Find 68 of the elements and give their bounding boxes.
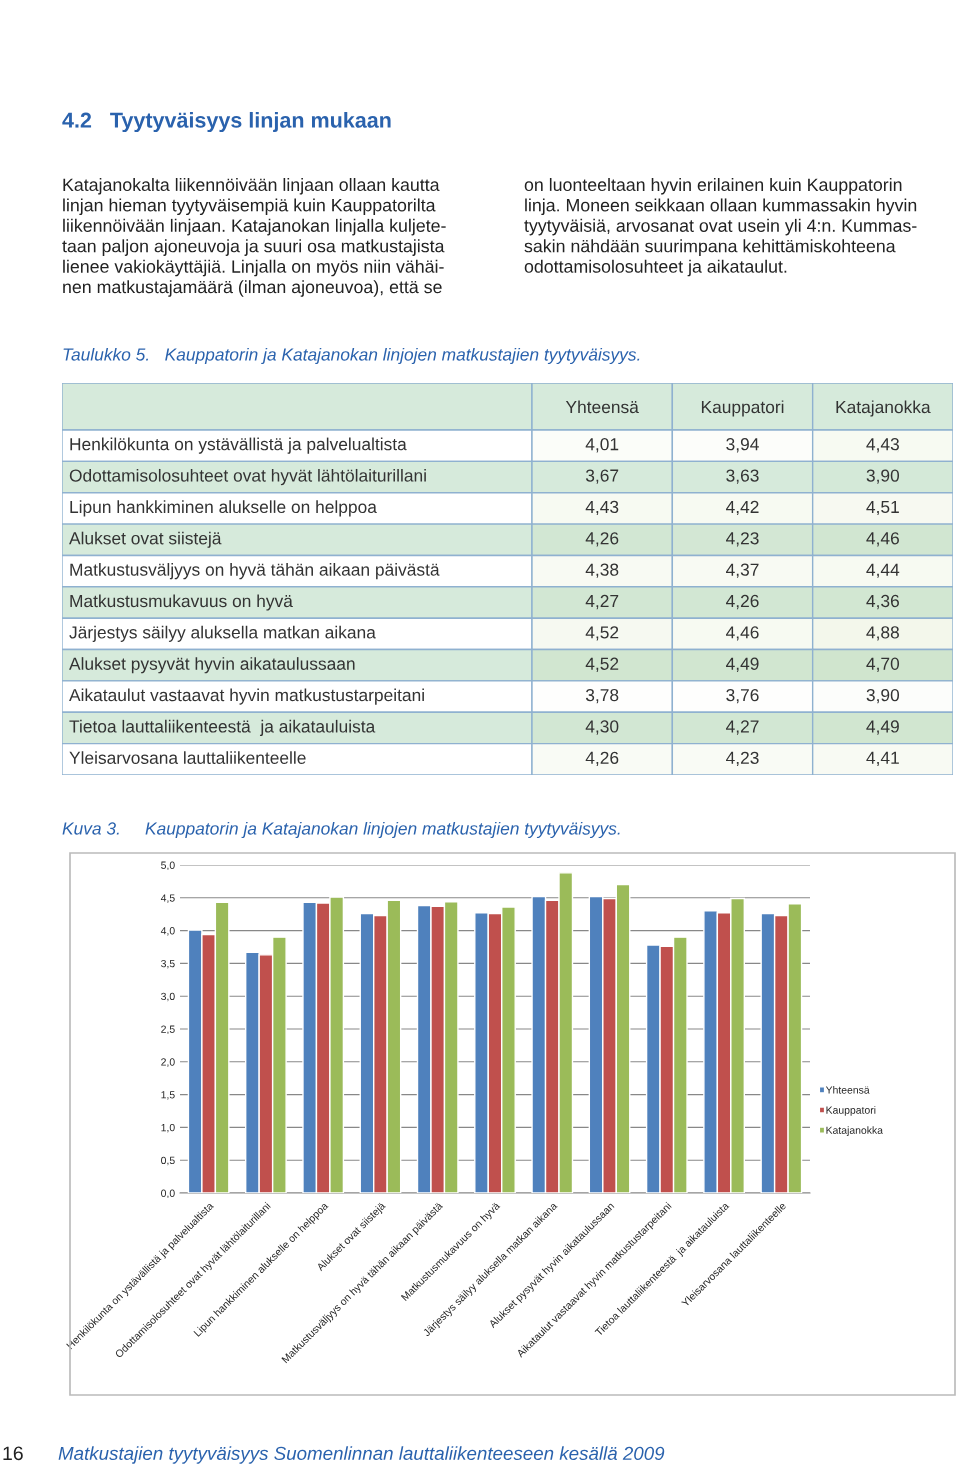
- data-label: 4,38: [585, 563, 619, 578]
- y-tick-label: 2,5: [161, 1025, 175, 1035]
- x-tick-label: Kauppatori: [701, 400, 784, 417]
- y-tick-label: 3,5: [161, 959, 175, 969]
- data-label: 4,30: [585, 720, 619, 735]
- y-tick-label: Matkustusmukavuus on hyvä: [70, 594, 293, 611]
- text: Matkustajien tyytyväisyys Suomenlinnan lauttaliikenteeseen kesällä 2009: [58, 1446, 665, 1464]
- data-label: 4,51: [866, 500, 899, 516]
- y-tick-label: 0,0: [161, 1189, 175, 1199]
- data-label: 4,23: [726, 751, 759, 767]
- y-tick-label: Tietoa lauttaliikenteestä ja aikatauluista: [69, 719, 376, 737]
- data-label: 4,49: [866, 720, 899, 735]
- data-label: 4,27: [726, 720, 759, 735]
- y-tick-label: 2,0: [161, 1058, 175, 1067]
- data-label: 4,36: [866, 594, 899, 610]
- data-label: 4,44: [866, 563, 900, 578]
- text: Taulukko 5. Kauppatorin ja Katajanokan linjojen matkustajien tyytyväisyys.: [63, 347, 640, 365]
- data-label: 4,42: [726, 500, 759, 516]
- y-tick-label: Järjestys säilyy aluksella matkan aikana: [69, 625, 376, 642]
- text: Katajanokalta liikennöivään linjaan ollaan kautta linjan hieman tyytyväisempiä kuin Kauppatorilta liikennöivään linjaan. Katajanokan linjalla kuljete- taan paljon ajoneuvoja ja suuri osa matkustajista lienee vakiokäyttäjiä. Linjalla on myös niin vähäi- nen matkustajamäärä (ilman ajoneuvoa), että se: [62, 178, 446, 297]
- data-label: 4,37: [726, 563, 759, 578]
- data-label: 4,23: [726, 532, 759, 547]
- x-tick-label: Yhteensä: [565, 400, 639, 414]
- legend-label: Katajanokka: [826, 1126, 883, 1136]
- y-tick-label: Yleisarvosana lauttaliikenteelle: [69, 751, 306, 764]
- text: 16: [3, 1446, 23, 1461]
- data-label: 4,46: [726, 626, 759, 641]
- y-tick-label: 0,5: [161, 1156, 175, 1166]
- data-label: 3,63: [726, 469, 759, 484]
- y-tick-label: Lipun hankkiminen alukselle on helppoa: [70, 500, 377, 517]
- data-label: 4,52: [585, 626, 619, 641]
- x-tick-label: Katajanokka: [836, 400, 931, 417]
- y-tick-label: 1,0: [161, 1123, 175, 1133]
- data-label: 3,76: [726, 688, 759, 704]
- data-label: 3,78: [585, 688, 619, 704]
- chart-title: Kuva 3. Kauppatorin ja Katajanokan linjojen matkustajien tyytyväisyys.: [62, 821, 620, 839]
- y-tick-label: Henkilökunta on ystävällistä ja palvelualtista: [70, 437, 407, 454]
- y-tick-label: Aikataulut vastaavat hyvin matkustustarpeitani: [69, 688, 424, 705]
- y-tick-label: 4,0: [160, 927, 175, 936]
- data-label: 4,26: [585, 751, 619, 767]
- data-label: 4,26: [585, 532, 619, 547]
- y-tick-label: Alukset pysyvät hyvin aikataulussaan: [69, 657, 355, 674]
- data-label: 3,90: [866, 688, 900, 704]
- legend-label: Kauppatori: [826, 1106, 876, 1116]
- data-label: 3,94: [726, 438, 759, 453]
- y-tick-label: Odottamisolosuhteet ovat hyvät lähtölaiturillani: [69, 468, 426, 486]
- data-label: 4,27: [585, 594, 619, 610]
- data-label: 4,26: [726, 594, 759, 610]
- data-label: 3,67: [585, 469, 619, 484]
- data-label: 4,70: [866, 657, 900, 672]
- data-label: 4,88: [866, 626, 899, 641]
- y-tick-label: 4,5: [160, 894, 175, 903]
- data-label: 3,90: [866, 469, 900, 484]
- y-tick-label: Alukset ovat siistejä: [69, 531, 222, 548]
- y-tick-label: 5,0: [161, 861, 175, 871]
- data-label: 4,43: [585, 500, 619, 516]
- legend-label: Yhteensä: [825, 1086, 870, 1094]
- y-tick-label: Matkustusväljyys on hyvä tähän aikaan päivästä: [70, 563, 440, 580]
- data-label: 4,46: [866, 532, 899, 547]
- data-label: 4,49: [726, 657, 759, 672]
- data-label: 4,52: [585, 657, 619, 672]
- data-label: 4,01: [585, 438, 619, 453]
- y-tick-label: 1,5: [161, 1091, 175, 1100]
- y-tick-label: 3,0: [161, 992, 175, 1002]
- text: 4.2 Tyytyväisyys linjan mukaan: [62, 111, 391, 133]
- text: on luonteeltaan hyvin erilainen kuin Kauppatorin linja. Moneen seikkaan ollaan kummassakin hyvin tyytyväisiä, arvosanat ovat usein yli 4:n. Kummas- sakin nähdään suurimpana kehittämiskohteena odottamisolosuhteet ja aikataulut.: [524, 178, 917, 277]
- data-label: 4,43: [866, 438, 899, 453]
- data-label: 4,41: [866, 751, 899, 767]
